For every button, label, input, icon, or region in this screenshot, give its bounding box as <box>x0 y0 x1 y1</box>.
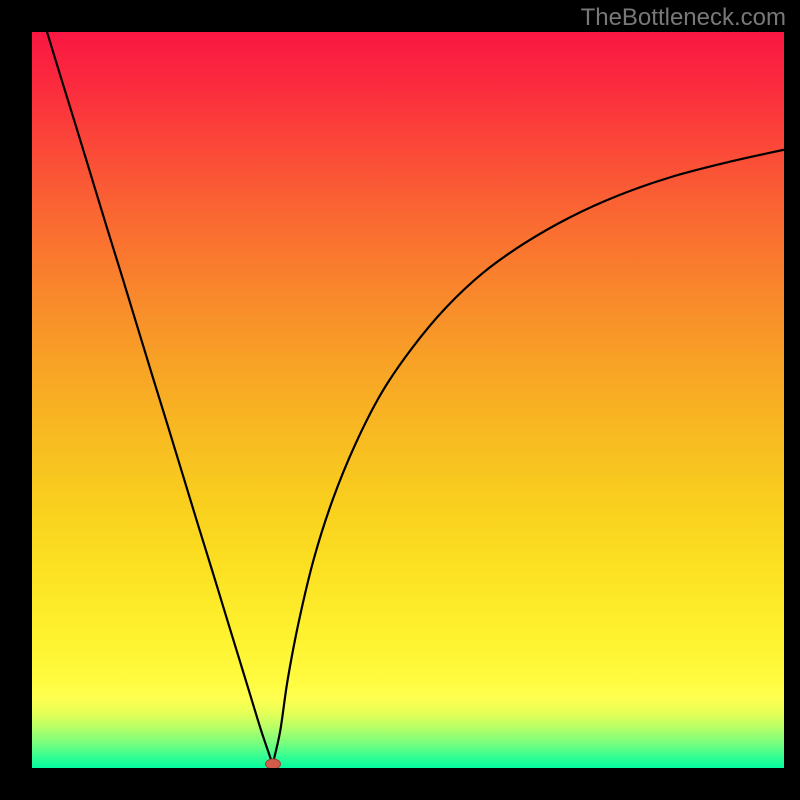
min-point-marker <box>265 759 281 768</box>
plot-area <box>32 32 784 768</box>
bottleneck-curve <box>47 32 784 764</box>
curve-layer <box>32 32 784 768</box>
watermark-text: TheBottleneck.com <box>581 4 786 32</box>
